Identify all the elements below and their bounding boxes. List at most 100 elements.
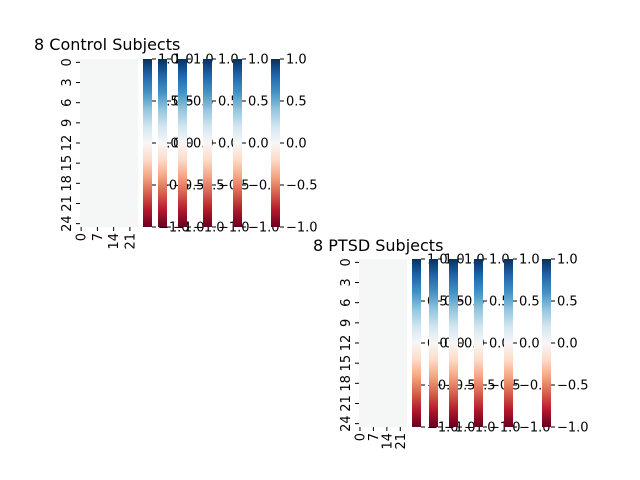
heatmap-row [80,59,138,67]
colorbar [233,59,242,227]
heatmap-row [80,146,138,154]
heatmap-row [359,379,407,388]
colorbar-tick-label: −0.5 [286,179,318,194]
heatmap-row [359,413,407,421]
heatmap-row [359,299,407,307]
heatmap-row [359,306,407,314]
control-subjects-title: 8 Control Subjects [34,35,180,54]
y-tick-label: 21 [339,395,354,412]
heatmap-row [80,179,138,188]
colorbar-tick-label: −0.5 [557,379,589,394]
colorbar-tick-label: 1.0 [286,53,307,68]
y-tick-label: 24 [339,415,354,432]
colorbar-tick-label: 1.0 [248,53,269,68]
heatmap-row [80,220,138,228]
heatmap-row [359,420,407,428]
x-tick-label: 0 [75,233,90,241]
colorbar [429,259,438,427]
heatmap-row [80,65,138,73]
colorbar-tick-label: 1.0 [557,253,578,268]
heatmap-row [359,259,407,267]
heatmap-row [359,272,407,280]
heatmap-row [80,166,138,174]
colorbar-tick-label: 0.5 [286,95,307,110]
colorbar-tick-label: −1.0 [557,421,589,436]
x-tick-label: 14 [380,433,395,450]
colorbar-tick-label: −1.0 [286,221,318,236]
heatmap-row [80,159,138,167]
y-tick-label: 18 [60,175,75,192]
colorbar [178,59,187,227]
heatmap-row [80,193,138,201]
colorbar [542,259,551,427]
heatmap-row [359,265,407,273]
colorbar-tick-label: 1.0 [519,253,540,268]
y-tick-label: 12 [339,335,354,352]
y-tick-label: 12 [60,135,75,152]
colorbar-tick-label: 0.5 [519,295,540,310]
heatmap-row [80,119,138,127]
x-tick-label: 14 [107,233,122,250]
heatmap-row [80,126,138,134]
colorbar-tick-label: −1.0 [193,221,225,236]
heatmap-row [359,332,407,341]
y-tick-label: 15 [60,155,75,172]
heatmap-row [359,353,407,361]
heatmap-row [80,106,138,114]
colorbar-tick-label: 0.0 [557,337,578,352]
heatmap-row [80,112,138,120]
heatmap-row [359,406,407,414]
x-tick-label: 7 [91,233,106,241]
y-tick-label: 24 [60,215,75,232]
heatmap-row [80,85,138,93]
ptsd-subjects-panel: 8 PTSD Subjects 03691215182124071421−1.0… [313,236,589,450]
heatmap-row [80,206,138,214]
heatmap-row [80,99,138,107]
heatmap-row [359,312,407,320]
heatmap-row [359,386,407,394]
heatmap-row [80,153,138,161]
colorbar [271,59,280,227]
heatmap-row [359,285,407,293]
y-tick-label: 21 [60,195,75,212]
colorbar [203,59,212,227]
y-tick-label: 18 [339,375,354,392]
heatmap-row [80,139,138,147]
y-tick-label: 0 [339,258,354,266]
y-tick-label: 3 [339,278,354,286]
heatmap-row [80,132,138,141]
heatmap-row [80,200,138,208]
colorbar [143,59,152,227]
heatmap-row [80,213,138,221]
heatmap-row [359,359,407,367]
y-tick-label: 6 [339,299,354,307]
heatmap-row [80,72,138,80]
heatmap-row [359,373,407,381]
heatmap-row [359,279,407,287]
heatmap-row [80,79,138,87]
colorbar [158,59,167,227]
y-tick-label: 3 [60,78,75,86]
y-tick-label: 9 [60,119,75,127]
colorbar-tick-label: −1.0 [464,421,496,436]
colorbar-tick-label: 0.0 [286,137,307,152]
heatmap-row [359,366,407,374]
x-tick-label: 21 [394,433,409,450]
heatmap-row [359,339,407,347]
y-tick-label: 15 [339,355,354,372]
colorbar-tick-label: 0.0 [248,137,269,152]
ptsd-subjects-title: 8 PTSD Subjects [313,236,443,255]
y-tick-label: 9 [339,319,354,327]
heatmap-row [80,186,138,194]
heatmap-row [80,92,138,100]
colorbar [474,259,483,427]
colorbar [412,259,421,427]
y-tick-label: 0 [60,58,75,66]
heatmap-row [80,173,138,181]
heatmap-row [359,346,407,354]
heatmap-row [359,400,407,408]
x-tick-label: 7 [367,433,382,441]
colorbar-tick-label: 0.0 [519,337,540,352]
